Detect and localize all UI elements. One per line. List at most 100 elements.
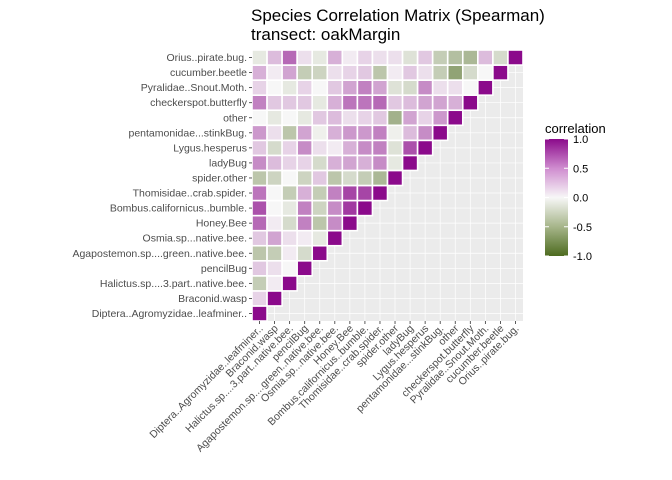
heatmap-cell	[341, 169, 359, 187]
heatmap-cell	[386, 49, 404, 66]
heatmap-cell	[251, 275, 268, 292]
heatmap-cell	[401, 94, 419, 112]
heatmap-cell	[266, 49, 283, 66]
heatmap-cell	[326, 199, 344, 217]
heatmap-cell	[477, 79, 494, 96]
legend-colorbar	[545, 139, 568, 256]
heatmap-cell	[266, 244, 283, 262]
heatmap-cell	[416, 139, 434, 157]
heatmap-cell	[386, 64, 404, 81]
heatmap-cell	[251, 109, 268, 127]
heatmap-cell	[296, 199, 314, 217]
heatmap-cell	[311, 184, 329, 202]
heatmap-cell	[386, 124, 404, 142]
heatmap-cell	[341, 199, 359, 217]
heatmap-cell	[386, 109, 404, 127]
heatmap-cell	[431, 109, 449, 127]
heatmap-cell	[416, 124, 434, 142]
heatmap-cell	[266, 290, 283, 307]
heatmap-cell	[386, 79, 404, 96]
heatmap-cell	[326, 184, 344, 202]
heatmap-cell	[492, 64, 509, 81]
legend-tick-label: -1.0	[573, 251, 592, 263]
color-legend: correlation 1.0 0.5 0.0 -0.5 -1.0	[545, 121, 606, 263]
heatmap-cell	[311, 169, 329, 187]
heatmap-cell	[341, 214, 359, 232]
heatmap-cell	[371, 64, 389, 81]
y-tick-label: checkerspot.butterfly	[150, 97, 248, 109]
heatmap-cell	[341, 49, 359, 66]
heatmap-cell	[311, 109, 329, 127]
heatmap-cell	[311, 214, 329, 232]
heatmap-cell	[296, 139, 314, 157]
heatmap-cell	[341, 79, 359, 96]
heatmap-cell	[326, 64, 344, 81]
heatmap-cell	[446, 49, 464, 66]
heatmap-cell	[341, 64, 359, 81]
heatmap-cell	[431, 49, 449, 66]
y-axis: Diptera..Agromyzidae..leafminer.. Braconi…	[72, 52, 252, 320]
heatmap-cell	[431, 64, 449, 81]
heatmap-cell	[431, 124, 449, 142]
heatmap-cell	[477, 49, 494, 66]
heatmap-cell	[416, 109, 434, 127]
heatmap-cell	[266, 154, 283, 172]
heatmap-cell	[281, 79, 298, 96]
heatmap-cell	[251, 94, 268, 112]
heatmap-cell	[371, 79, 389, 96]
heatmap-cell	[401, 109, 419, 127]
heatmap-cell	[416, 64, 434, 81]
heatmap-cell	[296, 184, 314, 202]
heatmap-cell	[341, 184, 359, 202]
heatmap-cell	[431, 94, 449, 112]
heatmap-cell	[446, 109, 464, 127]
heatmap-cell	[281, 109, 298, 127]
heatmap-cell	[326, 154, 344, 172]
y-tick-label: Braconid.wasp	[178, 293, 247, 305]
heatmap-cell	[461, 49, 479, 66]
heatmap-cell	[281, 139, 298, 157]
heatmap-cell	[356, 109, 374, 127]
heatmap-cell	[386, 154, 404, 172]
heatmap-cell	[416, 79, 434, 96]
heatmap-cell	[266, 184, 283, 202]
heatmap-cell	[401, 49, 419, 66]
heatmap-cell	[477, 64, 494, 81]
y-tick-label: Lygus.hesperus	[173, 142, 247, 154]
heatmap-cell	[311, 49, 329, 66]
heatmap-cell	[281, 259, 298, 277]
heatmap-cell	[461, 94, 479, 112]
heatmap-cell	[311, 124, 329, 142]
heatmap-cell	[326, 229, 344, 247]
heatmap-cell	[386, 139, 404, 157]
heatmap-cells	[251, 49, 524, 322]
heatmap-cell	[341, 109, 359, 127]
heatmap-cell	[356, 124, 374, 142]
heatmap-cell	[311, 79, 329, 96]
y-tick-label: Osmia.sp...native.bee.	[143, 233, 247, 245]
y-tick-label: Honey.Bee	[196, 218, 247, 230]
chart-subtitle: transect: oakMargin	[251, 25, 400, 44]
y-tick-label: Diptera..Agromyzidae..leafminer..	[92, 308, 247, 320]
heatmap-cell	[371, 109, 389, 127]
y-tick-label: spider.other	[192, 172, 247, 184]
heatmap-cell	[281, 154, 298, 172]
heatmap-cell	[266, 94, 283, 112]
heatmap-cell	[416, 49, 434, 66]
y-tick-label: ladyBug	[209, 157, 247, 169]
legend-tick-label: -0.5	[573, 222, 592, 234]
heatmap-cell	[251, 169, 268, 187]
heatmap-cell	[326, 94, 344, 112]
legend-tick-label: 0.5	[573, 163, 588, 175]
heatmap-cell	[356, 199, 374, 217]
heatmap-cell	[326, 139, 344, 157]
heatmap-cell	[371, 169, 389, 187]
heatmap-cell	[281, 64, 298, 81]
y-tick-label: Thomisidae..crab.spider.	[133, 188, 247, 200]
legend-ticks: 1.0 0.5 0.0 -0.5 -1.0	[545, 134, 592, 263]
y-tick-label: Pyralidae..Snout.Moth.	[141, 82, 247, 94]
heatmap-cell	[356, 79, 374, 96]
heatmap-cell	[251, 64, 268, 81]
heatmap-cell	[326, 79, 344, 96]
heatmap-cell	[507, 49, 524, 66]
